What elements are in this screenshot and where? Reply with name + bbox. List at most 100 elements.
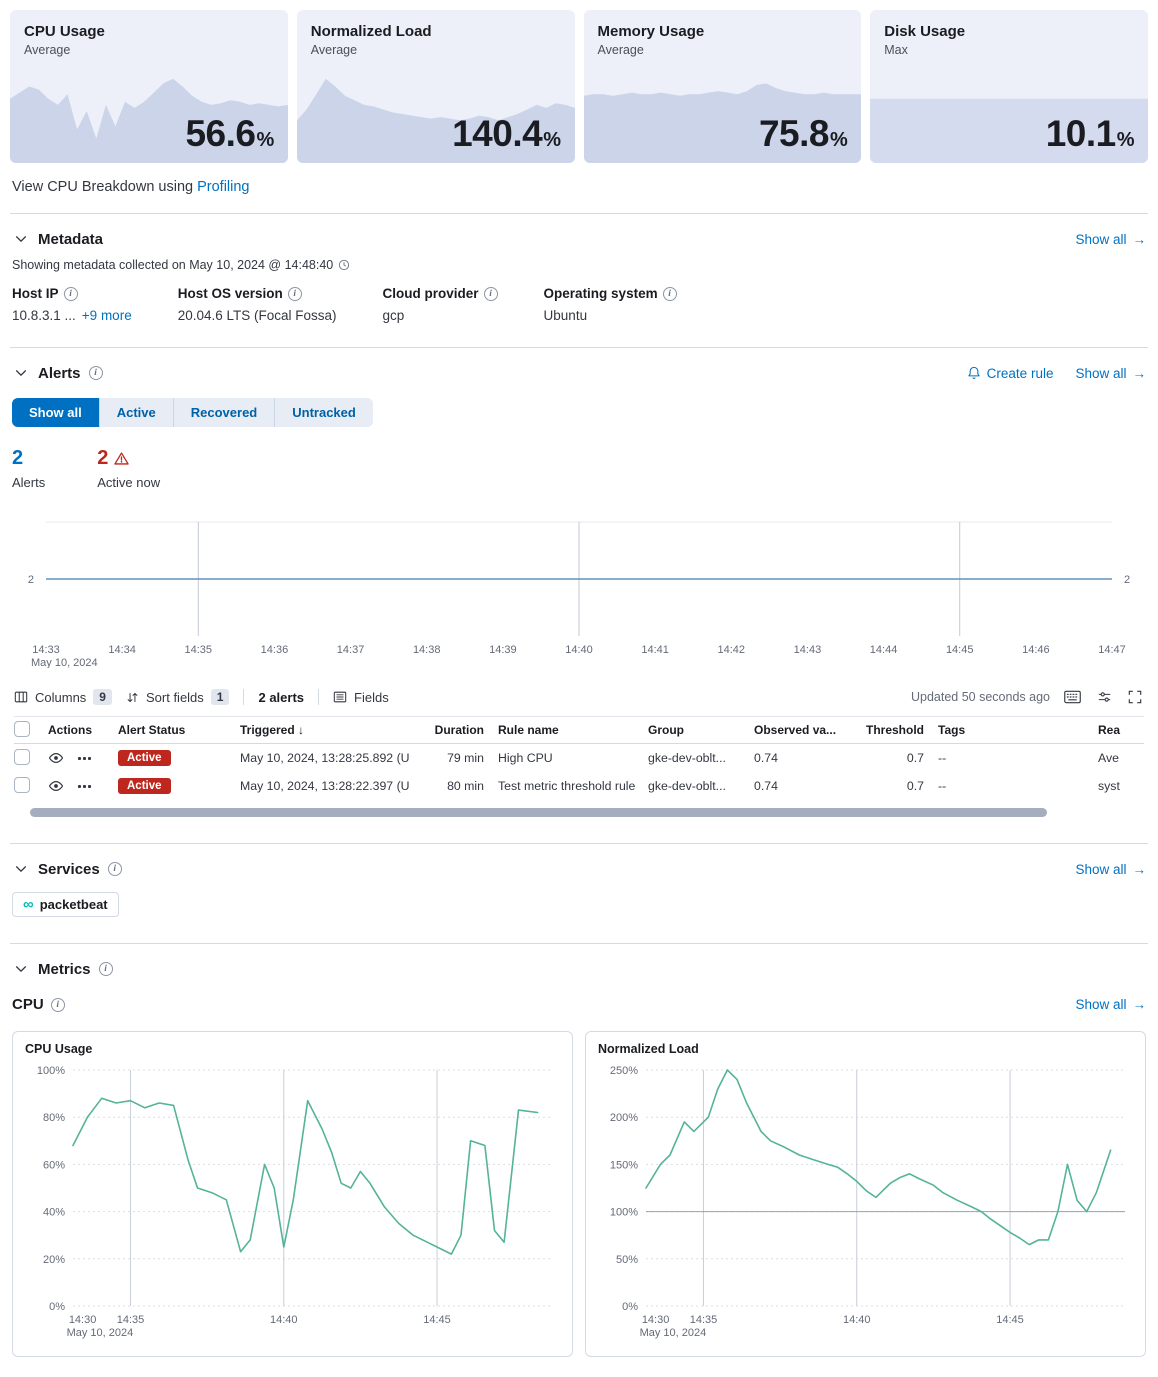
svg-text:14:34: 14:34 — [108, 644, 136, 656]
alerts-show-all-link[interactable]: Show all → — [1075, 366, 1146, 381]
alerts-count-link[interactable]: 2 — [12, 447, 24, 469]
header-alert-status[interactable]: Alert Status — [118, 723, 186, 737]
info-icon[interactable]: i — [88, 366, 103, 380]
header-triggered[interactable]: Triggered ↓ — [240, 723, 434, 737]
kpi-card-cpu-usage[interactable]: CPU Usage Average 56.6% — [10, 10, 288, 163]
normalized-load-sparkline — [296, 10, 575, 163]
show-all-label: Show all — [1075, 231, 1127, 247]
cell-duration: 79 min — [447, 751, 484, 765]
info-icon[interactable]: i — [287, 286, 302, 301]
metadata-show-all-link[interactable]: Show all → — [1075, 232, 1146, 247]
host-ip-more-link[interactable]: +9 more — [81, 308, 132, 323]
info-icon[interactable]: i — [483, 286, 498, 301]
metadata-field-host-os-version: Host OS version i 20.04.6 LTS (Focal Foss… — [178, 286, 337, 323]
fields-label: Fields — [354, 689, 389, 705]
field-label: Operating system — [543, 286, 658, 301]
view-alert-icon[interactable] — [48, 750, 64, 766]
cpu-metrics-subheader: CPU i Show all → — [0, 988, 1158, 1023]
section-divider — [10, 943, 1148, 944]
kpi-value: 10.1% — [1046, 113, 1135, 155]
fullscreen-button[interactable] — [1126, 688, 1144, 706]
kpi-card-disk-usage[interactable]: Disk Usage Max 10.1% — [870, 10, 1148, 163]
table-horizontal-scrollbar — [14, 808, 1144, 817]
alert-row[interactable]: Active May 10, 2024, 13:28:25.892 (U 79 … — [14, 744, 1144, 772]
service-badge-packetbeat[interactable]: ∞ packetbeat — [12, 892, 119, 917]
header-group[interactable]: Group — [648, 723, 684, 737]
kpi-number: 75.8 — [758, 113, 830, 154]
normalized-load-chart[interactable]: 0% 50% 100% 150% 200% 250% 14:30 14:35 14:40 14:4… — [598, 1060, 1135, 1344]
kpi-card-memory-usage[interactable]: Memory Usage Average 75.8% — [583, 10, 862, 163]
header-tags[interactable]: Tags — [938, 723, 966, 737]
services-section-header: Services i Show all → — [0, 844, 1158, 888]
info-icon[interactable]: i — [662, 286, 677, 301]
header-threshold[interactable]: Threshold — [865, 723, 924, 737]
cpu-usage-chart[interactable]: 0% 20% 40% 60% 80% 100% 14:30 14:35 14:40 14:45 Ma… — [25, 1060, 562, 1344]
kpi-title: Normalized Load — [310, 23, 432, 40]
svg-text:100%: 100% — [610, 1207, 638, 1219]
arrow-right-icon: → — [1132, 997, 1147, 1012]
svg-text:14:43: 14:43 — [794, 644, 822, 656]
stat-alerts-active-now: 2 Active now — [97, 447, 160, 490]
cell-reason: syst — [1098, 779, 1120, 793]
display-options-button[interactable] — [1095, 688, 1114, 706]
metrics-title: Metrics — [38, 960, 91, 978]
stat-label: Alerts — [12, 475, 46, 490]
kpi-card-normalized-load[interactable]: Normalized Load Average 140.4% — [296, 10, 575, 163]
tab-active[interactable]: Active — [99, 398, 174, 427]
row-checkbox[interactable] — [14, 748, 30, 765]
create-rule-link[interactable]: Create rule — [967, 365, 1054, 381]
cell-group[interactable]: gke-dev-oblt... — [648, 751, 726, 765]
alert-row[interactable]: Active May 10, 2024, 13:28:22.397 (U 80 … — [14, 772, 1144, 800]
view-alert-icon[interactable] — [48, 778, 64, 794]
fields-button[interactable]: Fields — [333, 690, 389, 705]
warning-icon — [114, 452, 130, 465]
collapse-metrics-button[interactable] — [12, 960, 30, 978]
row-checkbox[interactable] — [14, 776, 30, 793]
services-show-all-link[interactable]: Show all → — [1075, 862, 1146, 877]
toolbar-divider — [318, 689, 320, 705]
more-actions-icon[interactable] — [78, 784, 91, 788]
section-divider — [10, 213, 1148, 214]
kpi-subtitle: Average — [597, 43, 644, 57]
info-icon[interactable]: i — [63, 286, 78, 301]
header-duration[interactable]: Duration — [434, 723, 484, 737]
cell-rule-name[interactable]: Test metric threshold rule — [498, 779, 636, 793]
header-observed-value[interactable]: Observed va... — [754, 723, 837, 737]
tab-recovered[interactable]: Recovered — [173, 398, 276, 427]
more-actions-icon[interactable] — [78, 756, 91, 760]
info-icon[interactable]: i — [50, 997, 65, 1012]
cell-group[interactable]: gke-dev-oblt... — [648, 779, 726, 793]
svg-text:14:38: 14:38 — [413, 644, 441, 656]
create-rule-label: Create rule — [986, 365, 1054, 381]
metadata-collected-line: Showing metadata collected on May 10, 20… — [0, 258, 1158, 284]
collapse-metadata-button[interactable] — [12, 230, 30, 248]
sort-fields-button[interactable]: Sort fields 1 — [126, 689, 230, 705]
kpi-title: CPU Usage — [24, 23, 105, 40]
alerts-table: Actions Alert Status Triggered ↓ Duratio… — [14, 716, 1144, 800]
tab-show-all[interactable]: Show all — [12, 398, 100, 427]
svg-text:May 10, 2024: May 10, 2024 — [31, 657, 98, 668]
info-icon[interactable]: i — [107, 862, 122, 876]
profiling-link[interactable]: Profiling — [197, 179, 250, 195]
header-reason[interactable]: Rea — [1098, 723, 1121, 737]
svg-text:14:41: 14:41 — [641, 644, 669, 656]
header-rule-name[interactable]: Rule name — [498, 723, 559, 737]
scrollbar-thumb[interactable] — [30, 808, 1047, 817]
cell-rule-name[interactable]: High CPU — [498, 751, 553, 765]
collapse-alerts-button[interactable] — [12, 364, 30, 382]
header-triggered-label: Triggered — [240, 723, 295, 737]
kpi-subtitle: Average — [24, 43, 71, 57]
tab-untracked[interactable]: Untracked — [275, 398, 373, 427]
updated-timestamp: Updated 50 seconds ago — [911, 690, 1050, 704]
info-icon[interactable]: i — [98, 962, 113, 976]
select-all-checkbox[interactable] — [14, 720, 30, 737]
keyboard-shortcuts-button[interactable] — [1062, 688, 1083, 706]
cell-triggered: May 10, 2024, 13:28:25.892 (U — [240, 751, 410, 765]
show-all-label: Show all — [1075, 861, 1127, 877]
metrics-show-all-link[interactable]: Show all → — [1075, 997, 1146, 1012]
collapse-services-button[interactable] — [12, 860, 30, 878]
kpi-unit: % — [543, 129, 561, 151]
field-value: 20.04.6 LTS (Focal Fossa) — [177, 308, 337, 323]
columns-button[interactable]: Columns 9 — [14, 689, 112, 705]
